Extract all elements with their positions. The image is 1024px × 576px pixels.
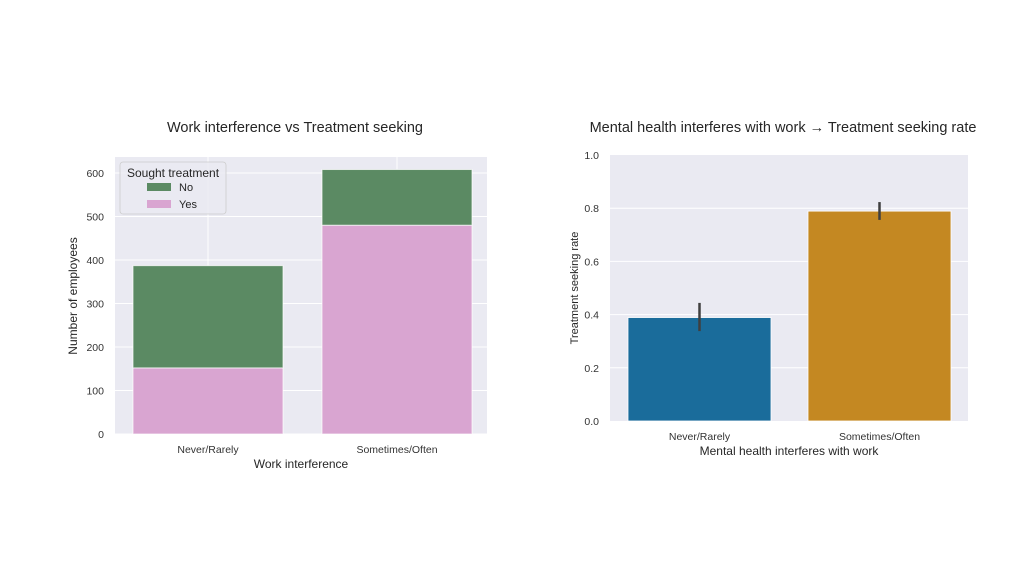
y-tick-label: 200 [86, 342, 104, 354]
bars [132, 169, 473, 435]
bar-no-0 [132, 265, 284, 369]
x-axis-label: Work interference [254, 457, 349, 471]
x-axis-label: Mental health interferes with work [700, 444, 880, 458]
y-axis-label: Treatment seeking rate [569, 232, 581, 345]
stacked-bar-chart: Work interference vs Treatment seeking 0… [66, 120, 487, 471]
x-tick-label: Never/Rarely [669, 431, 731, 443]
legend: Sought treatment No Yes [119, 161, 227, 215]
legend-box [119, 161, 227, 215]
x-tick-label: Sometimes/Often [839, 431, 920, 443]
bars [627, 210, 952, 422]
y-tick-label: 0.2 [584, 363, 599, 375]
bar-0 [627, 317, 772, 422]
legend-swatch-yes [147, 200, 171, 208]
x-tick-label: Sometimes/Often [356, 444, 437, 456]
legend-label-yes: Yes [179, 199, 197, 211]
y-tick-label: 500 [86, 212, 104, 224]
y-axis-label: Number of employees [66, 237, 80, 354]
y-tick-label: 1.0 [584, 150, 599, 162]
y-tick-label: 600 [86, 168, 104, 180]
error-bars [698, 202, 881, 332]
legend-label-no: No [179, 182, 193, 194]
legend-swatch-no [147, 183, 171, 191]
x-tick-labels: Never/Rarely Sometimes/Often [669, 431, 920, 443]
bar-yes-1 [321, 224, 473, 435]
y-tick-label: 0.4 [584, 310, 599, 322]
y-tick-label: 0.0 [584, 416, 599, 428]
x-tick-label: Never/Rarely [177, 444, 239, 456]
y-tick-labels: 0.0 0.2 0.4 0.6 0.8 1.0 [584, 150, 599, 428]
bar-yes-0 [132, 367, 284, 435]
y-tick-label: 0.8 [584, 203, 599, 215]
bar-1 [807, 210, 952, 422]
chart-title: Work interference vs Treatment seeking [167, 120, 423, 136]
y-tick-label: 0 [98, 429, 104, 441]
y-tick-labels: 0 100 200 300 400 500 600 [86, 168, 104, 441]
y-tick-label: 100 [86, 386, 104, 398]
chart-title: Mental health interferes with work → Tre… [590, 120, 977, 136]
rate-bar-chart: Mental health interferes with work → Tre… [569, 120, 976, 458]
bar-no-1 [321, 169, 473, 226]
y-tick-label: 300 [86, 299, 104, 311]
x-tick-labels: Never/Rarely Sometimes/Often [177, 444, 437, 456]
legend-title: Sought treatment [127, 166, 220, 180]
y-tick-label: 0.6 [584, 256, 599, 268]
y-tick-label: 400 [86, 255, 104, 267]
